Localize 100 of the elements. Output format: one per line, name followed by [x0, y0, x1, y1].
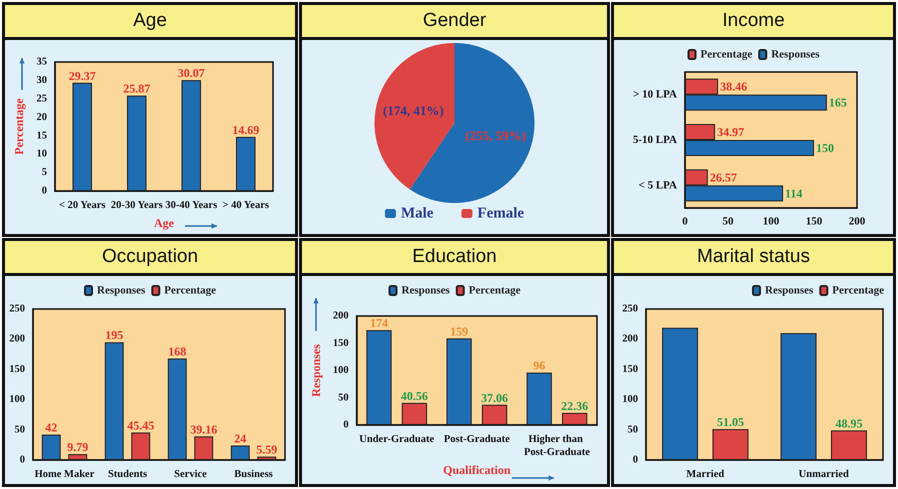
data-label: 96 [533, 358, 546, 373]
bar [72, 82, 92, 192]
y-tick-label: 200 [332, 310, 349, 322]
y-tick-label: 35 [36, 56, 47, 68]
x-tick-label: Under-Graduate [359, 434, 434, 445]
bar [257, 456, 276, 460]
y-tick-label: 0 [20, 454, 25, 466]
bar [131, 432, 150, 460]
data-label: 165 [828, 96, 847, 110]
x-tick-label: Higher than Post-Graduate [524, 434, 590, 458]
y-tick-label: 100 [332, 365, 349, 376]
x-tick-label: 20-30 Years [110, 200, 163, 212]
bar [712, 429, 748, 460]
data-label: 42 [45, 420, 58, 435]
text: Age [154, 216, 175, 230]
y-tick-label: 100 [9, 394, 25, 406]
x-tick-label: Service [174, 469, 208, 480]
y-tick-label: 50 [338, 392, 349, 404]
x-tick-label: Home Maker [34, 469, 95, 480]
bar [366, 330, 392, 425]
y-tick-label: 200 [9, 334, 25, 345]
data-label: 51.05 [716, 415, 744, 430]
legend-label: Percentage [468, 284, 521, 296]
data-label: 34.97 [717, 125, 744, 139]
bar [830, 430, 867, 460]
y-axis-title: Responses [309, 344, 323, 397]
data-label: 159 [450, 324, 468, 338]
bar [168, 358, 187, 460]
y-tick-label: 50 [14, 424, 25, 436]
data-label: 168 [168, 344, 186, 359]
x-tick-label: Married [686, 469, 724, 480]
bar [446, 338, 472, 425]
y-tick-label: 10 [36, 148, 47, 160]
y-tick-label: 150 [332, 338, 349, 349]
bar [236, 136, 256, 192]
x-tick-label: < 20 Years [59, 200, 106, 212]
x-tick-label: Students [108, 469, 148, 480]
y-tick-label: 0 [42, 186, 47, 197]
legend-label: Responses [402, 284, 451, 296]
bar [194, 436, 214, 460]
data-label: 37.06 [481, 390, 508, 405]
data-label: 114 [785, 186, 802, 200]
y-tick-label: 100 [622, 394, 638, 406]
y-tick-label: < 5 LPA [638, 179, 678, 192]
bar [780, 333, 817, 460]
y-tick-label: 250 [622, 304, 638, 314]
data-label: 150 [816, 141, 834, 155]
y-tick-label: 20 [36, 112, 47, 123]
x-tick-label: 0 [682, 216, 688, 228]
data-label: 25.87 [123, 82, 150, 96]
data-label: 14.69 [232, 122, 260, 137]
data-label: (174, 41%) [383, 102, 444, 118]
x-tick-label: Unmarried [798, 469, 849, 480]
y-tick-label: 0 [632, 454, 638, 466]
x-tick-label: 50 [722, 216, 734, 228]
legend-label: Female [477, 206, 524, 222]
chart-title: Income [614, 5, 893, 40]
y-axis-title: Percentage [12, 98, 26, 155]
y-tick-label: 30 [36, 74, 47, 86]
y-tick-label: 15 [36, 130, 47, 142]
x-tick-label: Post-Graduate [444, 434, 510, 445]
x-tick-label: 150 [806, 216, 823, 228]
data-label: 26.57 [710, 170, 737, 184]
x-tick-label: 100 [762, 216, 780, 228]
y-tick-label: 5 [42, 167, 47, 178]
legend-label: Percentage [700, 48, 752, 60]
data-label: 195 [105, 328, 124, 342]
legend-label: Percentage [164, 284, 216, 296]
data-label: 24 [234, 432, 246, 446]
y-tick-label: 250 [9, 304, 25, 314]
bar [104, 342, 124, 460]
bar [482, 404, 508, 425]
chart-title: Gender [302, 5, 607, 40]
y-tick-label: 150 [622, 364, 638, 375]
chart-title: Occupation [5, 241, 295, 276]
y-tick-label: 200 [622, 334, 638, 345]
data-label: 22.36 [561, 398, 588, 413]
x-tick-label: 30-40 Years [165, 200, 218, 212]
legend-label: Responses [771, 48, 820, 60]
data-label: 39.16 [190, 422, 218, 436]
chart-title: Education [302, 241, 607, 276]
bar [562, 412, 588, 425]
bar [402, 402, 428, 425]
bar [42, 434, 61, 460]
x-tick-label: > 40 Years [222, 200, 269, 212]
x-tick-label: 200 [848, 216, 866, 228]
bar [662, 328, 698, 460]
data-label: (255, 59%) [465, 128, 526, 144]
data-label: 174 [370, 316, 388, 330]
chart-title: Marital status [614, 241, 893, 276]
y-tick-label: > 10 LPA [633, 88, 678, 101]
bar [68, 454, 88, 460]
legend-label: Responses [765, 284, 814, 296]
x-axis-title: Qualification [443, 462, 511, 477]
legend-label: Percentage [832, 284, 884, 296]
data-label: 48.95 [835, 416, 862, 430]
x-axis-title: Age [5, 5, 295, 40]
data-label: 40.56 [400, 388, 428, 403]
data-label: 30.07 [178, 66, 205, 80]
legend-label: Male [400, 206, 434, 222]
